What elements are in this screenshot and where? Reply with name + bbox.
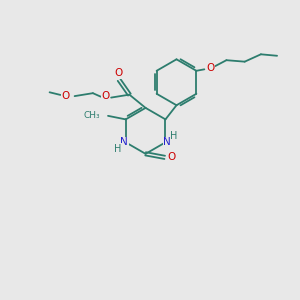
Text: O: O	[62, 91, 70, 101]
Text: H: H	[170, 131, 177, 141]
Text: CH₃: CH₃	[83, 111, 100, 120]
Text: O: O	[167, 152, 175, 162]
Text: N: N	[163, 137, 171, 147]
Text: H: H	[114, 144, 121, 154]
Text: O: O	[101, 91, 110, 101]
Text: N: N	[120, 137, 128, 147]
Text: O: O	[114, 68, 123, 78]
Text: O: O	[206, 63, 214, 73]
